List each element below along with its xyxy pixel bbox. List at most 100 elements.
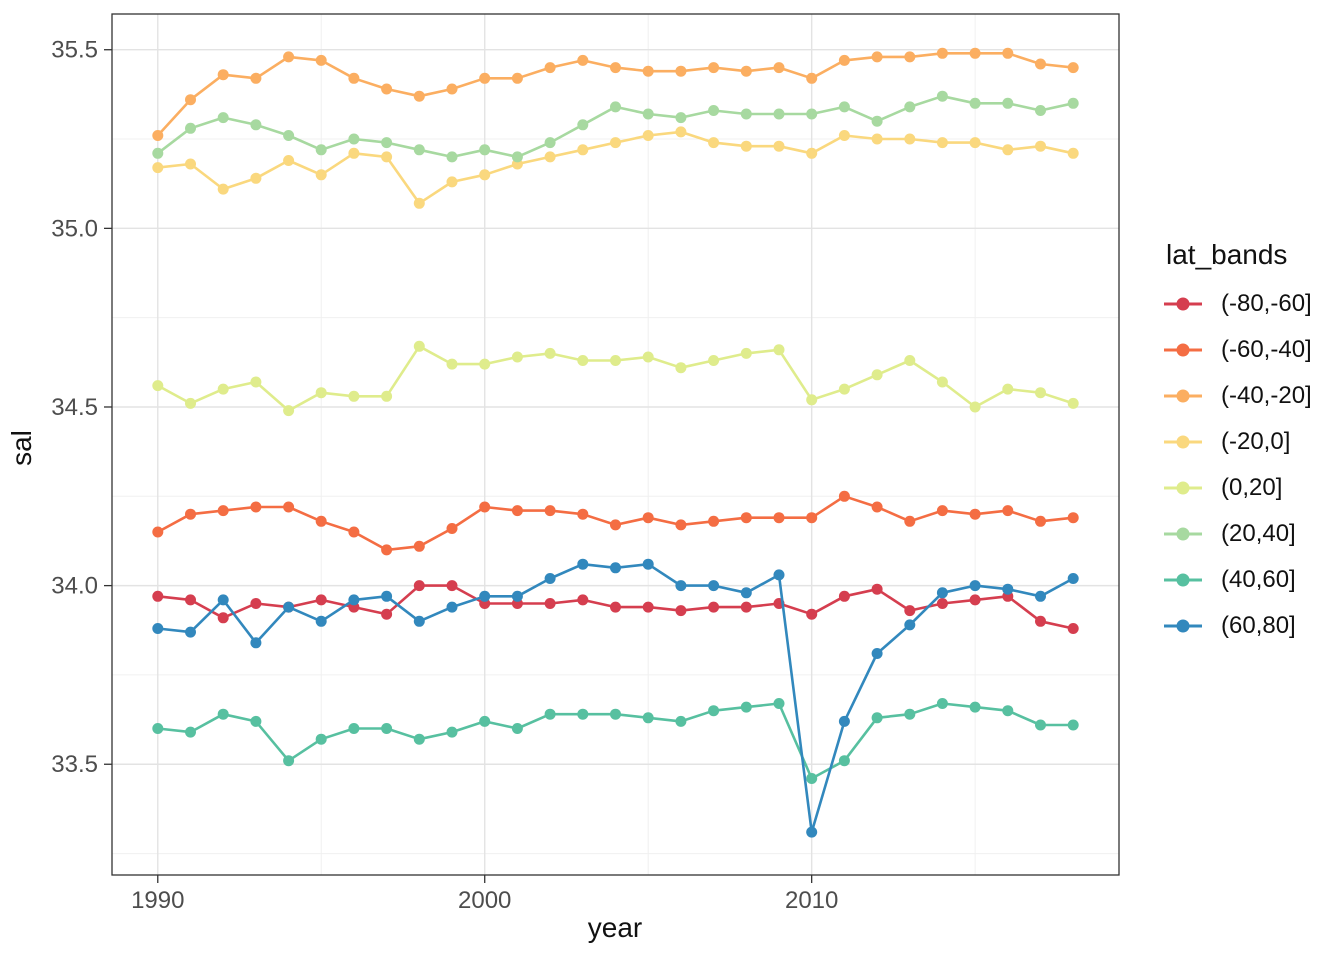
data-point	[185, 508, 196, 520]
data-point	[871, 115, 883, 127]
data-point	[936, 598, 948, 609]
data-point	[904, 605, 916, 617]
data-point	[1035, 105, 1046, 116]
data-point	[511, 505, 523, 517]
legend-item: (60,80]	[1163, 603, 1343, 649]
data-point	[217, 594, 229, 606]
data-point	[1067, 719, 1079, 731]
legend-key-icon	[1164, 389, 1202, 403]
data-point	[217, 183, 229, 195]
data-point	[479, 715, 491, 727]
data-point	[217, 505, 229, 517]
data-point	[511, 351, 523, 363]
data-point	[773, 108, 785, 120]
data-point	[381, 151, 393, 163]
data-point	[283, 501, 295, 513]
data-point	[871, 712, 883, 724]
panel-border	[111, 13, 1120, 876]
data-point	[1067, 512, 1079, 524]
data-point	[1035, 140, 1046, 152]
data-point	[348, 723, 360, 734]
data-point	[936, 90, 948, 102]
data-point	[1067, 97, 1079, 109]
data-point	[773, 140, 785, 152]
data-point	[904, 619, 916, 631]
data-point	[185, 626, 196, 638]
data-point	[511, 151, 523, 163]
data-point	[708, 137, 720, 149]
data-point	[544, 151, 556, 163]
data-point	[936, 137, 948, 149]
data-point	[152, 526, 164, 538]
data-point	[479, 358, 491, 370]
legend-item-label: (0,20]	[1221, 474, 1283, 501]
data-point	[283, 601, 295, 613]
data-point	[381, 137, 393, 149]
data-point	[1067, 62, 1079, 74]
data-point	[1067, 573, 1079, 584]
data-point	[544, 505, 556, 517]
data-point	[479, 169, 491, 181]
data-point	[544, 137, 556, 149]
data-point	[740, 701, 752, 713]
data-point	[348, 133, 360, 145]
data-point	[675, 126, 687, 138]
data-point	[381, 544, 393, 556]
data-point	[152, 590, 164, 602]
data-point	[642, 108, 654, 120]
data-point	[250, 598, 262, 609]
data-point	[1002, 47, 1014, 59]
data-point	[642, 65, 654, 77]
data-point	[152, 723, 164, 734]
data-point	[773, 344, 785, 356]
y-tick-label: 35.5	[51, 37, 98, 64]
data-point	[871, 501, 883, 513]
data-point	[250, 172, 262, 184]
data-point	[315, 615, 327, 627]
data-point	[642, 351, 654, 363]
data-point	[806, 147, 818, 159]
data-point	[871, 583, 883, 595]
data-point	[185, 158, 196, 170]
data-point	[511, 72, 523, 84]
data-point	[544, 62, 556, 74]
data-point	[1002, 505, 1014, 517]
data-point	[610, 601, 621, 613]
data-point	[969, 97, 981, 109]
data-point	[838, 101, 850, 113]
data-point	[740, 347, 752, 359]
data-point	[806, 826, 818, 838]
data-point	[936, 505, 948, 517]
data-point	[577, 144, 589, 156]
legend-item-label: (60,80]	[1221, 612, 1296, 639]
y-tick-label: 35.0	[51, 215, 98, 242]
data-point	[708, 601, 720, 613]
data-point	[217, 69, 229, 81]
data-point	[675, 519, 687, 531]
data-point	[773, 512, 785, 524]
plot-panel	[112, 14, 1119, 875]
data-point	[446, 358, 458, 370]
data-point	[381, 83, 393, 95]
legend-key-icon	[1164, 573, 1202, 587]
data-point	[283, 155, 295, 166]
legend-key-icon	[1164, 435, 1202, 449]
data-point	[446, 176, 458, 188]
data-point	[185, 594, 196, 606]
data-point	[904, 101, 916, 113]
data-point	[577, 594, 589, 606]
data-point	[675, 65, 687, 77]
data-point	[708, 105, 720, 116]
legend-item-label: (-60,-40]	[1221, 336, 1312, 363]
data-point	[936, 376, 948, 388]
data-point	[283, 755, 295, 767]
data-point	[381, 590, 393, 602]
data-point	[610, 562, 621, 574]
x-axis-title: year	[587, 912, 643, 943]
legend-key-icon	[1164, 343, 1202, 357]
data-point	[740, 601, 752, 613]
data-point	[446, 580, 458, 592]
data-point	[1002, 144, 1014, 156]
data-point	[446, 601, 458, 613]
